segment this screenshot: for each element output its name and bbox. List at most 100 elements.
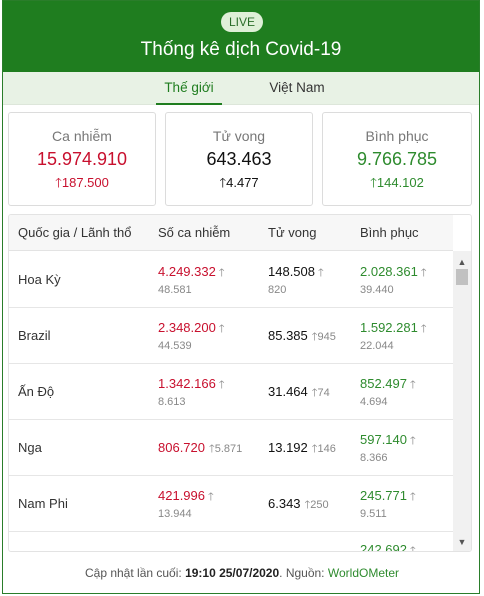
up-arrow-icon: 🡑 (218, 323, 225, 335)
cases-delta: 48.581 (158, 284, 192, 296)
recovered-delta: 39.440 (360, 284, 394, 296)
table-row[interactable]: Nam Phi 421.996 🡑 13.944 6.343 🡑250 245.77… (9, 476, 453, 532)
cases-delta-value: 187.500 (61, 175, 109, 190)
recovered-cell: 2.028.361 🡑 (360, 264, 427, 283)
table-header: Quốc gia / Lãnh thổ Số ca nhiễm Tử vong … (9, 215, 453, 251)
cases-value: 2.348.200 (158, 320, 216, 335)
deaths-delta-value: 250 (310, 499, 329, 511)
cases-cell: 421.996 🡑 (158, 488, 214, 507)
cases-delta: 🡑187.500 (9, 174, 155, 196)
up-arrow-icon: 🡑 (410, 435, 416, 447)
table-row[interactable]: Brazil 2.348.200 🡑 44.539 85.385 🡑945 1.59… (9, 308, 453, 364)
scroll-down-icon[interactable]: ▼ (457, 537, 467, 547)
up-arrow-icon: 🡑 (219, 175, 227, 190)
table-row[interactable]: Hoa Kỳ 4.249.332 🡑 48.581 148.508 🡑 820 2.… (9, 252, 453, 308)
tab-vietnam[interactable]: Việt Nam (269, 80, 325, 95)
table-scrollbar[interactable]: ▲ ▼ (453, 251, 471, 551)
table-row[interactable]: 242.692 🡑 (9, 532, 453, 552)
recovered-cell: 852.497 🡑 (360, 376, 416, 395)
deaths-value: 6.343 (268, 496, 301, 511)
footer: Cập nhật lần cuối: 19:10 25/07/2020. Ngu… (0, 566, 484, 580)
deaths-delta: 🡑250 (304, 499, 329, 511)
up-arrow-icon: 🡑 (208, 491, 214, 503)
deaths-cell: 6.343 🡑250 (268, 496, 329, 515)
source-link[interactable]: WorldOMeter (327, 566, 400, 580)
recovered-delta-value: 144.102 (376, 175, 424, 190)
cases-delta-value: 5.871 (214, 443, 243, 455)
up-arrow-icon: 🡑 (218, 267, 225, 279)
recovered-value: 9.766.785 (356, 149, 438, 169)
cases-value: 806.720 (158, 440, 205, 455)
country-name: Hoa Kỳ (18, 272, 61, 287)
deaths-value: 148.508 (268, 264, 315, 279)
widget-header: LIVE Thống kê dịch Covid-19 (3, 1, 479, 72)
country-table[interactable]: Quốc gia / Lãnh thổ Số ca nhiễm Tử vong … (8, 214, 472, 552)
recovered-value: 242.692 (360, 542, 407, 552)
cases-value: 15.974.910 (36, 149, 128, 169)
summary-cards: Ca nhiễm 15.974.910 🡑187.500 Tử vong 643… (8, 112, 476, 206)
up-arrow-icon: 🡑 (318, 267, 324, 279)
recovered-label: Bình phục (365, 128, 429, 144)
table-row[interactable]: Nga 806.720 🡑5.871 13.192 🡑146 597.140 🡑 8.… (9, 420, 453, 476)
country-name: Ấn Độ (18, 384, 55, 399)
col-cases[interactable]: Số ca nhiễm (158, 225, 231, 240)
recovered-value: 852.497 (360, 376, 407, 391)
up-arrow-icon: 🡑 (420, 323, 427, 335)
cases-delta: 8.613 (158, 396, 186, 408)
country-name: Nam Phi (18, 496, 68, 511)
deaths-delta-value: 74 (317, 387, 330, 399)
deaths-delta-value: 4.477 (226, 175, 259, 190)
deaths-cell: 148.508 🡑 (268, 264, 324, 283)
deaths-delta: 820 (268, 284, 287, 296)
deaths-cell: 85.385 🡑945 (268, 328, 336, 347)
recovered-cell: 1.592.281 🡑 (360, 320, 427, 339)
up-arrow-icon: 🡑 (55, 175, 62, 190)
cases-label: Ca nhiễm (52, 128, 112, 144)
widget-title: Thống kê dịch Covid-19 (140, 39, 342, 60)
deaths-delta: 🡑945 (311, 331, 336, 343)
col-recovered[interactable]: Bình phục (360, 225, 419, 240)
table-row[interactable]: Ấn Độ 1.342.166 🡑 8.613 31.464 🡑74 852.497… (9, 364, 453, 420)
recovered-value: 597.140 (360, 432, 407, 447)
footer-source-prefix: . Nguồn: (279, 566, 325, 580)
deaths-value: 31.464 (268, 384, 308, 399)
scrollbar-thumb[interactable] (456, 269, 468, 285)
recovered-value: 245.771 (360, 488, 407, 503)
recovered-cell: 242.692 🡑 (360, 542, 416, 552)
tab-bar: Thế giới Việt Nam (3, 72, 479, 105)
recovered-cell: 245.771 🡑 (360, 488, 416, 507)
deaths-cell: 31.464 🡑74 (268, 384, 330, 403)
col-country[interactable]: Quốc gia / Lãnh thổ (18, 225, 132, 240)
cases-cell: 806.720 🡑5.871 (158, 440, 242, 459)
country-name: Nga (18, 440, 42, 455)
cases-cell: 4.249.332 🡑 (158, 264, 225, 283)
up-arrow-icon: 🡑 (370, 175, 377, 190)
deaths-delta: 🡑74 (311, 387, 330, 399)
recovered-delta: 4.694 (360, 396, 388, 408)
deaths-delta-value: 146 (317, 443, 336, 455)
cases-delta: 🡑5.871 (209, 443, 243, 455)
deaths-value: 13.192 (268, 440, 308, 455)
cases-value: 421.996 (158, 488, 205, 503)
live-badge: LIVE (221, 12, 263, 32)
deaths-value: 85.385 (268, 328, 308, 343)
recovered-delta: 🡑144.102 (323, 174, 471, 196)
cases-cell: 2.348.200 🡑 (158, 320, 225, 339)
up-arrow-icon: 🡑 (410, 491, 416, 503)
up-arrow-icon: 🡑 (410, 545, 416, 552)
footer-prefix: Cập nhật lần cuối: (84, 566, 182, 580)
cases-delta: 13.944 (158, 508, 192, 520)
deaths-delta: 🡑146 (311, 443, 336, 455)
deaths-delta-value: 945 (317, 331, 336, 343)
up-arrow-icon: 🡑 (420, 267, 427, 279)
country-name: Brazil (18, 328, 51, 343)
deaths-label: Tử vong (212, 128, 266, 144)
col-deaths[interactable]: Tử vong (268, 225, 317, 240)
cases-value: 4.249.332 (158, 264, 216, 279)
up-arrow-icon: 🡑 (410, 379, 416, 391)
tab-world[interactable]: Thế giới (156, 72, 222, 105)
cases-cell: 1.342.166 🡑 (158, 376, 225, 395)
scroll-up-icon[interactable]: ▲ (457, 257, 467, 267)
recovered-value: 2.028.361 (360, 264, 418, 279)
